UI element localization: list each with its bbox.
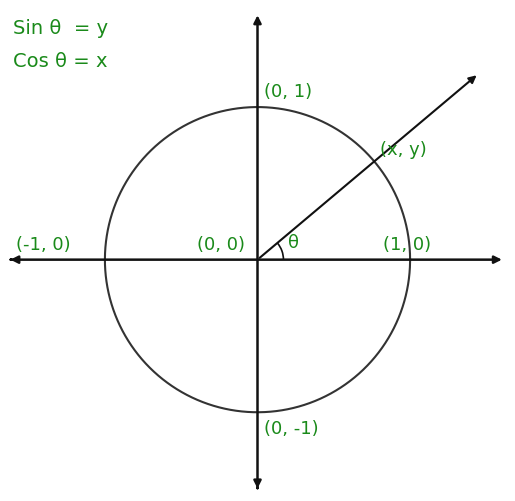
Text: Sin θ  = y: Sin θ = y — [13, 19, 109, 38]
Text: (0, -1): (0, -1) — [264, 420, 318, 438]
Text: (1, 0): (1, 0) — [383, 235, 431, 254]
Text: (0, 1): (0, 1) — [264, 83, 312, 101]
Text: (-1, 0): (-1, 0) — [16, 235, 71, 254]
Text: (x, y): (x, y) — [381, 140, 427, 158]
Text: θ: θ — [288, 234, 299, 252]
Text: (0, 0): (0, 0) — [197, 235, 245, 254]
Text: Cos θ = x: Cos θ = x — [13, 52, 108, 71]
